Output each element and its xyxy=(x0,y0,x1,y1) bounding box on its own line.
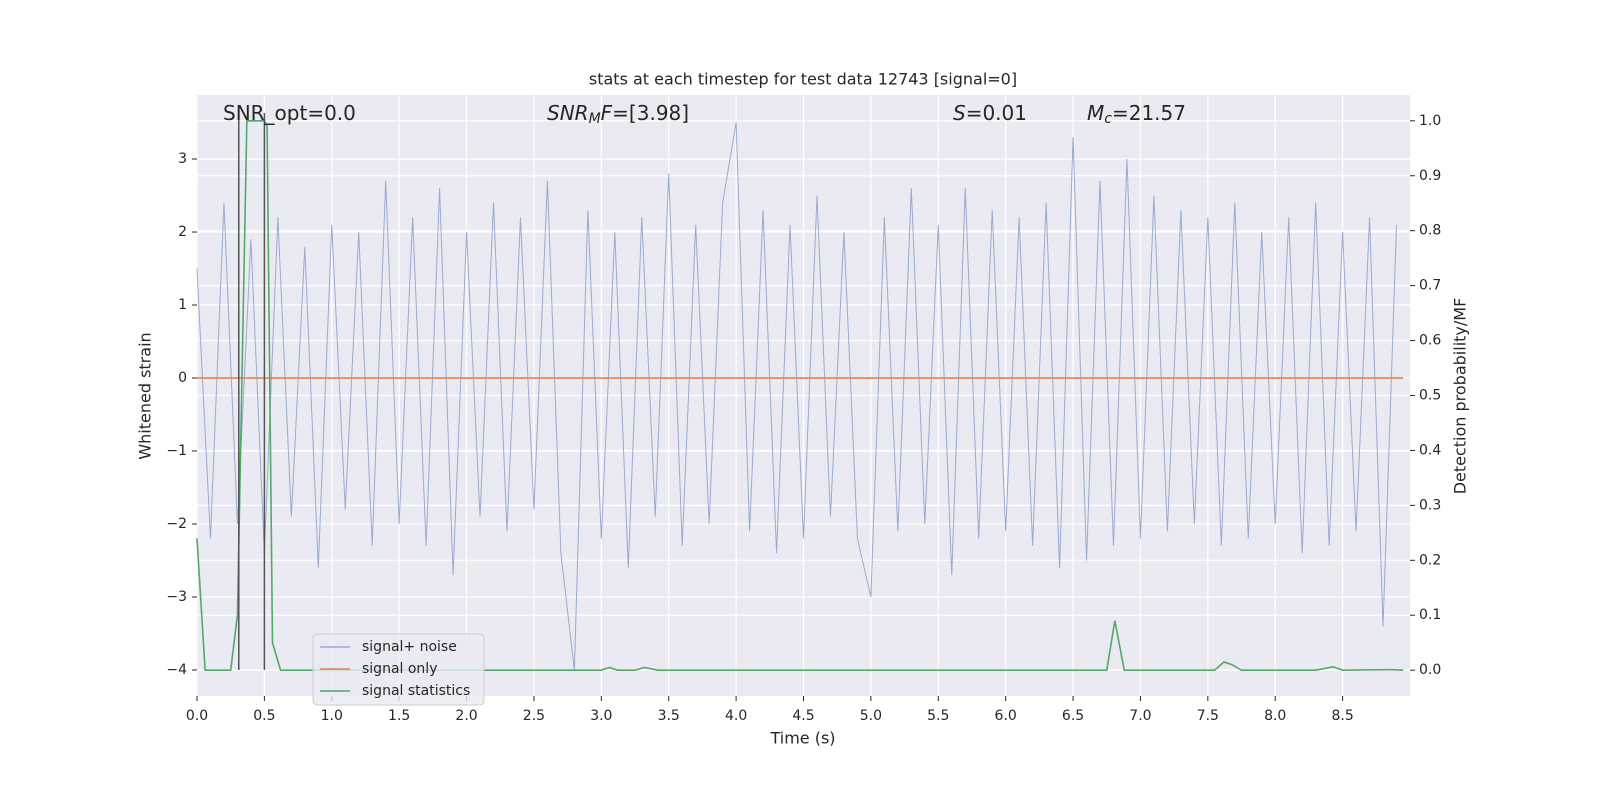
y-tick-label: 3 xyxy=(178,151,187,167)
y2-tick-label: 0.5 xyxy=(1419,388,1441,404)
annotation-part: c xyxy=(1104,111,1112,127)
y2-tick-label: 0.2 xyxy=(1419,552,1441,568)
annotation-part: SNR_opt=0.0 xyxy=(223,101,356,125)
x-tick-label: 6.0 xyxy=(995,708,1017,724)
y-tick-label: 0 xyxy=(178,370,187,386)
y2-tick-label: 0.8 xyxy=(1419,223,1441,239)
y-tick-label: 1 xyxy=(178,297,187,313)
annotation: SNRMF=[3.98] xyxy=(547,101,689,128)
annotation-part: M xyxy=(589,111,601,127)
annotation-part: =21.57 xyxy=(1112,101,1186,125)
y2-tick-label: 0.4 xyxy=(1419,442,1441,458)
y-axis-label: Whitened strain xyxy=(136,332,155,459)
annotation-part: =[3.98] xyxy=(612,101,689,125)
y2-tick-label: 1.0 xyxy=(1419,113,1441,129)
x-tick-label: 0.5 xyxy=(253,708,275,724)
x-tick-label: 6.5 xyxy=(1062,708,1084,724)
x-tick-label: 1.5 xyxy=(388,708,410,724)
series-line xyxy=(196,120,1404,671)
y-tick-label: 2 xyxy=(178,224,187,240)
y-tick-label: −4 xyxy=(166,662,187,678)
annotation-part: SNR xyxy=(547,101,589,125)
legend-label: signal statistics xyxy=(362,683,470,699)
y2-tick-label: 0.7 xyxy=(1419,278,1441,294)
x-axis-label: Time (s) xyxy=(769,729,835,748)
x-tick-label: 3.5 xyxy=(658,708,680,724)
x-tick-label: 0.0 xyxy=(186,708,208,724)
annotation-part: =0.01 xyxy=(966,101,1027,125)
y2-tick-label: 0.1 xyxy=(1419,607,1441,623)
x-tick-label: 5.5 xyxy=(927,708,949,724)
y-tick-label: −1 xyxy=(166,443,187,459)
y-tick-label: −3 xyxy=(166,589,187,605)
y2-axis-label: Detection probability/MF xyxy=(1451,298,1470,495)
series-line xyxy=(196,122,1398,671)
annotation-part: S xyxy=(953,101,966,125)
annotation-part: M xyxy=(1087,101,1104,125)
x-tick-label: 4.0 xyxy=(725,708,747,724)
y2-tick-label: 0.0 xyxy=(1419,662,1441,678)
x-tick-label: 1.0 xyxy=(321,708,343,724)
legend-label: signal only xyxy=(362,661,437,677)
y2-tick-label: 0.3 xyxy=(1419,497,1441,513)
annotation-part: F xyxy=(601,101,613,125)
x-tick-label: 2.0 xyxy=(455,708,477,724)
x-tick-label: 2.5 xyxy=(523,708,545,724)
x-tick-label: 4.5 xyxy=(792,708,814,724)
chart-title: stats at each timestep for test data 127… xyxy=(589,70,1017,89)
annotation: SNR_opt=0.0 xyxy=(223,101,356,125)
x-tick-label: 5.0 xyxy=(860,708,882,724)
y2-tick-label: 0.6 xyxy=(1419,333,1441,349)
legend-box xyxy=(312,633,485,706)
y2-tick-label: 0.9 xyxy=(1419,168,1441,184)
x-tick-label: 7.5 xyxy=(1197,708,1219,724)
x-tick-label: 7.0 xyxy=(1129,708,1151,724)
y-tick-label: −2 xyxy=(166,516,187,532)
legend-label: signal+ noise xyxy=(362,639,457,655)
x-tick-label: 8.5 xyxy=(1331,708,1353,724)
x-tick-label: 8.0 xyxy=(1264,708,1286,724)
annotation: S=0.01 xyxy=(953,101,1027,125)
annotation: Mc=21.57 xyxy=(1087,101,1186,128)
x-tick-label: 3.0 xyxy=(590,708,612,724)
